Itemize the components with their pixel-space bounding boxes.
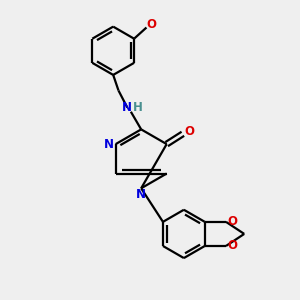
Text: O: O bbox=[227, 215, 237, 228]
Text: O: O bbox=[227, 239, 237, 253]
Text: H: H bbox=[132, 101, 142, 114]
Text: O: O bbox=[147, 18, 157, 31]
Text: N: N bbox=[122, 101, 132, 114]
Text: N: N bbox=[136, 188, 146, 201]
Text: N: N bbox=[104, 138, 114, 151]
Text: O: O bbox=[184, 125, 194, 138]
